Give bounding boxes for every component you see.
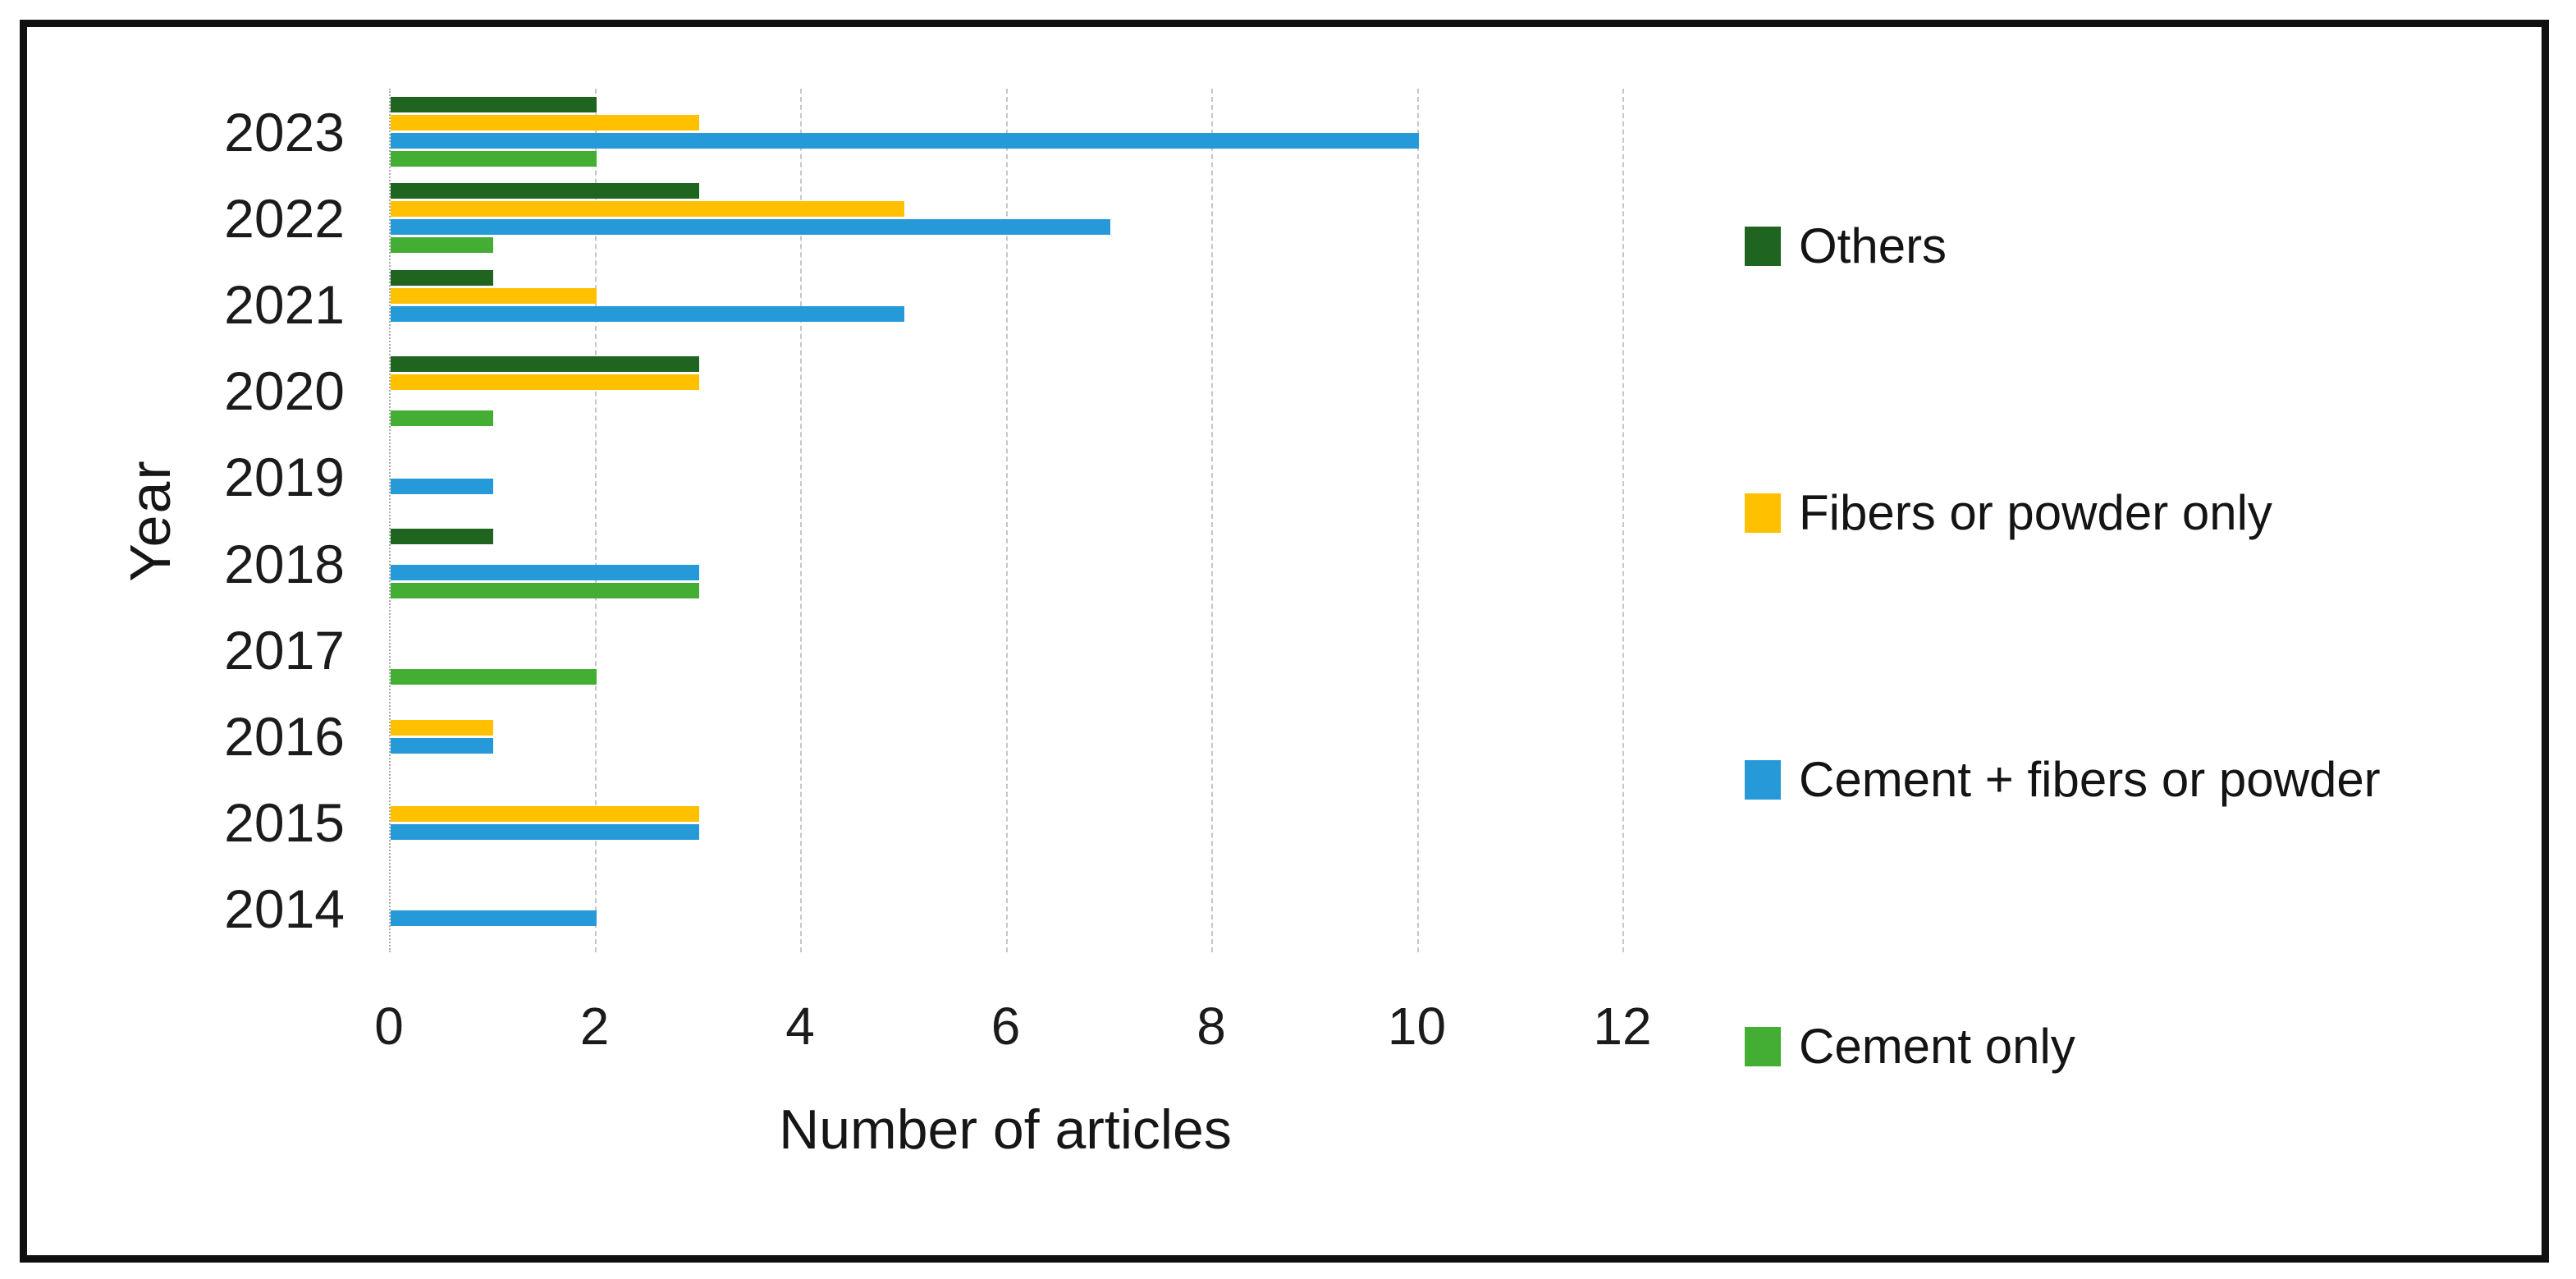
x-tick-label: 4 xyxy=(785,997,815,1056)
bar-2022-cement-only xyxy=(391,237,494,254)
x-tick-label: 12 xyxy=(1593,997,1652,1056)
bar-2020-others xyxy=(391,355,699,372)
legend-label: Cement + fibers or powder xyxy=(1799,752,2381,807)
y-axis-tick-label: 2017 xyxy=(224,619,345,681)
legend-marker xyxy=(1745,760,1781,800)
legend-item-others: Others xyxy=(1745,220,1947,273)
legend-label: Fibers or powder only xyxy=(1799,485,2272,540)
legend-label: Others xyxy=(1799,218,1947,273)
x-axis-title: Number of articles xyxy=(779,1098,1232,1161)
gridline xyxy=(1211,89,1213,952)
legend-marker xyxy=(1745,493,1781,533)
bar-2020-cement-only xyxy=(391,410,494,426)
bar-2023-others xyxy=(391,97,597,113)
gridline xyxy=(594,89,597,952)
x-tick-label: 8 xyxy=(1196,997,1226,1056)
y-axis-tick-label: 2014 xyxy=(224,878,345,940)
x-tick-label: 10 xyxy=(1387,997,1447,1056)
bar-2023-cement-fibers-or-powder xyxy=(391,133,1419,149)
bar-2018-cement-fibers-or-powder xyxy=(391,565,699,581)
bar-2017-cement-only xyxy=(391,669,597,685)
bar-2020-fibers-or-powder-only xyxy=(391,374,699,390)
legend-item-cement-fibers-or-powder: Cement + fibers or powder xyxy=(1745,754,2381,806)
x-tick-label: 2 xyxy=(579,997,610,1056)
bar-2022-cement-fibers-or-powder xyxy=(391,219,1110,236)
y-axis-line xyxy=(389,89,391,952)
gridline xyxy=(1622,89,1624,952)
y-axis-tick-label: 2023 xyxy=(224,101,345,163)
gridline xyxy=(1416,89,1419,952)
y-axis-tick-label: 2019 xyxy=(224,447,345,508)
bar-2016-fibers-or-powder-only xyxy=(391,719,494,736)
bar-2015-fibers-or-powder-only xyxy=(391,805,699,822)
bar-2023-cement-only xyxy=(391,151,597,167)
gridline xyxy=(1005,89,1008,952)
legend-item-fibers-or-powder-only: Fibers or powder only xyxy=(1745,487,2272,539)
bar-2014-cement-fibers-or-powder xyxy=(391,910,597,926)
x-tick-label: 6 xyxy=(991,997,1021,1056)
legend-marker xyxy=(1745,1027,1781,1066)
bar-2018-cement-only xyxy=(391,583,699,599)
bar-2021-cement-fibers-or-powder xyxy=(391,305,905,322)
y-axis-tick-label: 2015 xyxy=(224,792,345,854)
bar-2022-fibers-or-powder-only xyxy=(391,201,905,218)
bar-2021-fibers-or-powder-only xyxy=(391,287,597,304)
y-axis-tick-label: 2021 xyxy=(224,274,345,335)
x-tick-label: 0 xyxy=(374,997,404,1056)
y-axis-tick-label: 2020 xyxy=(224,360,345,422)
bar-2016-cement-fibers-or-powder xyxy=(391,737,494,754)
y-axis-tick-label: 2018 xyxy=(224,533,345,594)
bar-2019-cement-fibers-or-powder xyxy=(391,478,494,494)
legend-label: Cement only xyxy=(1799,1019,2075,1074)
bar-2021-others xyxy=(391,269,494,286)
bar-2015-cement-fibers-or-powder xyxy=(391,823,699,840)
y-axis-tick-label: 2016 xyxy=(224,706,345,767)
y-axis-title: Year xyxy=(118,459,182,582)
legend-marker xyxy=(1745,227,1781,266)
legend-item-cement-only: Cement only xyxy=(1745,1020,2075,1073)
gridline xyxy=(800,89,802,952)
bar-2023-fibers-or-powder-only xyxy=(391,115,699,131)
y-axis-tick-label: 2022 xyxy=(224,187,345,249)
bar-2018-others xyxy=(391,529,494,545)
bar-2022-others xyxy=(391,183,699,199)
